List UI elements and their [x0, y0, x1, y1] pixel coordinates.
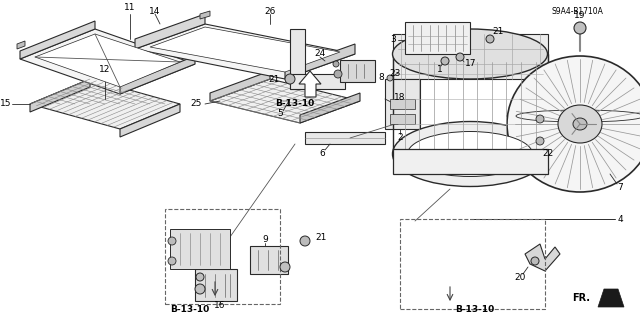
Text: 22: 22 [542, 150, 554, 159]
Text: 7: 7 [617, 182, 623, 191]
Text: 16: 16 [214, 300, 226, 309]
Text: 15: 15 [0, 100, 12, 108]
Text: B-13-10: B-13-10 [170, 305, 209, 314]
Ellipse shape [558, 105, 602, 143]
Polygon shape [20, 29, 195, 94]
Bar [390, 99, 415, 109]
Bar [340, 60, 375, 82]
Text: 25: 25 [191, 100, 202, 108]
Text: FR.: FR. [572, 293, 590, 303]
Text: 17: 17 [465, 60, 477, 69]
Text: 23: 23 [389, 70, 401, 78]
Circle shape [334, 70, 342, 78]
Text: 11: 11 [124, 4, 136, 12]
Text: 8: 8 [378, 72, 384, 81]
Text: 26: 26 [264, 6, 276, 16]
Polygon shape [30, 79, 90, 112]
Ellipse shape [392, 29, 547, 79]
Text: 21: 21 [269, 75, 280, 84]
Text: 4: 4 [617, 214, 623, 224]
Polygon shape [20, 21, 95, 59]
Ellipse shape [507, 56, 640, 192]
Bar [170, 229, 230, 269]
Text: B-13-10: B-13-10 [275, 100, 315, 108]
Text: 14: 14 [149, 6, 161, 16]
Circle shape [536, 115, 544, 123]
Polygon shape [120, 56, 195, 94]
Bar [400, 219, 545, 309]
Polygon shape [35, 34, 180, 87]
Text: 18: 18 [394, 93, 406, 101]
Polygon shape [150, 27, 340, 72]
Polygon shape [135, 24, 355, 79]
Bar [385, 79, 420, 129]
Bar [392, 34, 547, 79]
Text: 1: 1 [437, 64, 443, 73]
Text: 20: 20 [515, 272, 525, 281]
Text: 12: 12 [99, 64, 111, 73]
Circle shape [168, 237, 176, 245]
Text: 5: 5 [277, 109, 283, 118]
Polygon shape [17, 41, 25, 49]
Text: 3: 3 [390, 35, 396, 44]
Polygon shape [300, 93, 360, 123]
Ellipse shape [392, 122, 547, 187]
Circle shape [441, 57, 449, 65]
Circle shape [196, 273, 204, 281]
Polygon shape [299, 71, 321, 97]
Text: S9A4-B1710A: S9A4-B1710A [551, 6, 603, 16]
Text: 24: 24 [314, 49, 326, 58]
Polygon shape [598, 289, 624, 307]
Circle shape [195, 284, 205, 294]
Polygon shape [210, 79, 360, 123]
Circle shape [536, 137, 544, 145]
Circle shape [168, 257, 176, 265]
Ellipse shape [573, 118, 587, 130]
Circle shape [333, 61, 339, 67]
Bar [195, 269, 237, 301]
Bar [390, 114, 415, 124]
Circle shape [574, 22, 586, 34]
Bar [290, 74, 345, 89]
Ellipse shape [507, 107, 640, 125]
Polygon shape [200, 11, 210, 19]
Circle shape [280, 262, 290, 272]
Polygon shape [285, 44, 355, 79]
Text: 21: 21 [315, 233, 326, 241]
Circle shape [300, 236, 310, 246]
Text: 6: 6 [319, 149, 325, 158]
Text: 19: 19 [574, 11, 586, 20]
Bar [290, 29, 305, 89]
Text: B-13-10: B-13-10 [455, 306, 494, 315]
Bar [392, 149, 547, 174]
Circle shape [285, 74, 295, 84]
Circle shape [387, 75, 393, 81]
Bar [165, 209, 280, 304]
Ellipse shape [408, 131, 532, 176]
Text: 2: 2 [397, 132, 403, 142]
Polygon shape [120, 104, 180, 137]
Circle shape [456, 53, 464, 61]
Text: 9: 9 [262, 235, 268, 244]
Polygon shape [30, 79, 180, 129]
Text: 21: 21 [492, 26, 504, 35]
Polygon shape [135, 14, 205, 49]
Circle shape [486, 35, 494, 43]
Bar [250, 246, 288, 274]
Circle shape [531, 257, 539, 265]
Polygon shape [210, 71, 270, 101]
Polygon shape [525, 244, 560, 271]
Bar [405, 22, 470, 54]
Bar [305, 132, 385, 144]
